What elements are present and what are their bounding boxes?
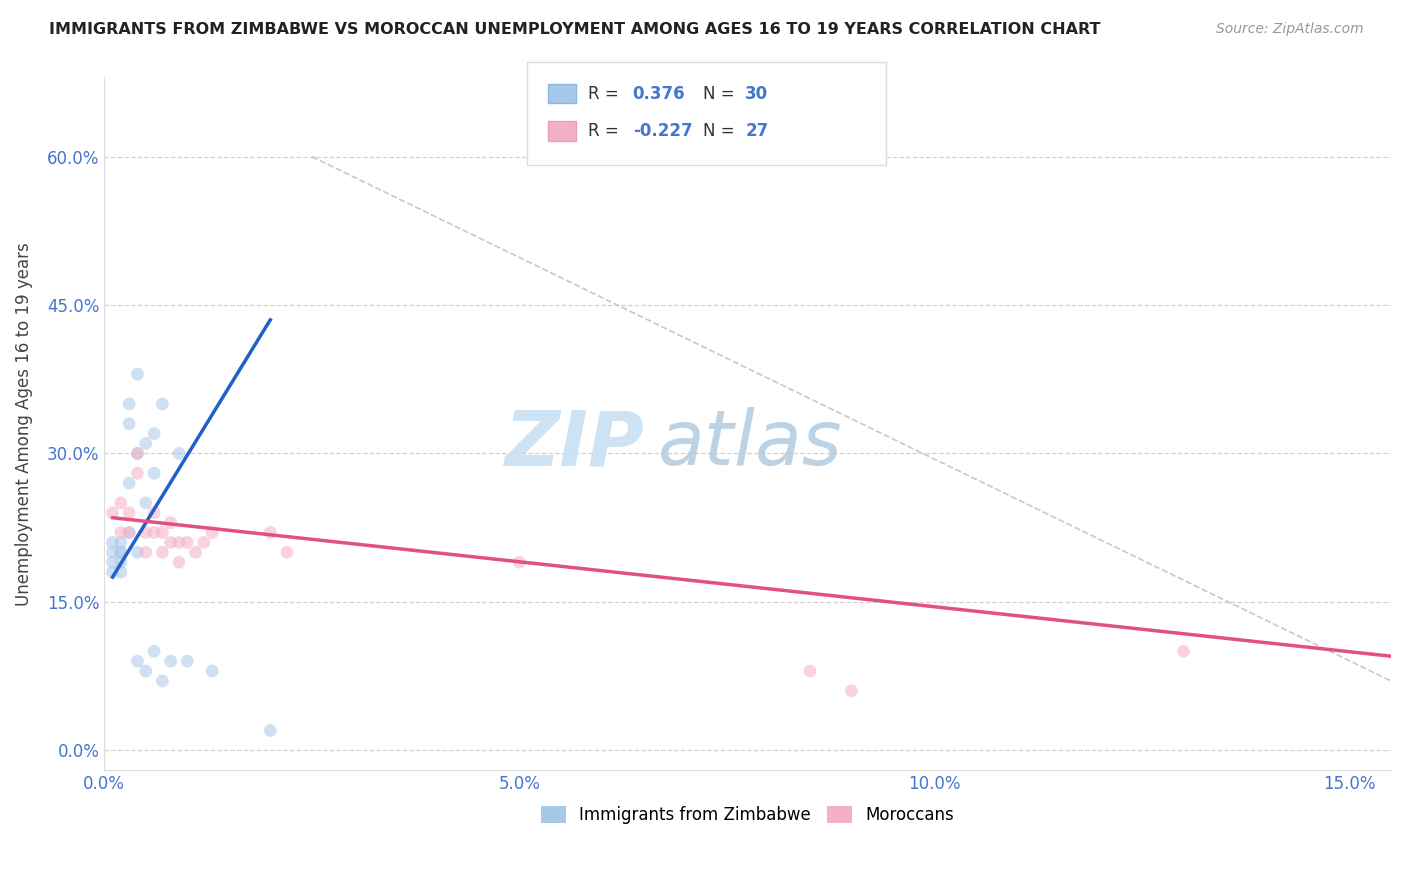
Point xyxy=(150,397,173,411)
Point xyxy=(176,535,198,549)
Point xyxy=(150,545,173,559)
Point xyxy=(110,545,132,559)
Point xyxy=(127,446,149,460)
Point xyxy=(150,673,173,688)
Point xyxy=(110,555,132,569)
Point xyxy=(118,525,141,540)
Point xyxy=(118,476,141,491)
Point xyxy=(143,466,166,480)
Point xyxy=(259,525,281,540)
Text: R =: R = xyxy=(588,122,624,140)
Point xyxy=(259,723,281,738)
Point xyxy=(167,555,190,569)
Text: N =: N = xyxy=(703,85,740,103)
Text: 30: 30 xyxy=(745,85,768,103)
Point xyxy=(143,506,166,520)
Point xyxy=(143,525,166,540)
Point xyxy=(127,446,149,460)
Point xyxy=(127,545,149,559)
Point xyxy=(841,683,863,698)
Point xyxy=(101,506,124,520)
Point xyxy=(201,664,224,678)
Point xyxy=(127,368,149,382)
Point xyxy=(110,565,132,579)
Point xyxy=(193,535,215,549)
Point xyxy=(118,506,141,520)
Point xyxy=(127,466,149,480)
Point xyxy=(118,525,141,540)
Point xyxy=(799,664,821,678)
Point xyxy=(159,535,181,549)
Point xyxy=(135,545,157,559)
Point xyxy=(143,426,166,441)
Point xyxy=(135,525,157,540)
Point xyxy=(127,654,149,668)
Point xyxy=(110,545,132,559)
Text: Source: ZipAtlas.com: Source: ZipAtlas.com xyxy=(1216,22,1364,37)
Point xyxy=(150,525,173,540)
Point xyxy=(101,555,124,569)
Text: R =: R = xyxy=(588,85,624,103)
Point xyxy=(184,545,207,559)
Point xyxy=(101,545,124,559)
Point xyxy=(101,565,124,579)
Point xyxy=(167,446,190,460)
Point xyxy=(101,535,124,549)
Text: 27: 27 xyxy=(745,122,769,140)
Point xyxy=(135,436,157,450)
Text: IMMIGRANTS FROM ZIMBABWE VS MOROCCAN UNEMPLOYMENT AMONG AGES 16 TO 19 YEARS CORR: IMMIGRANTS FROM ZIMBABWE VS MOROCCAN UNE… xyxy=(49,22,1101,37)
Point xyxy=(1173,644,1195,658)
Text: 0.376: 0.376 xyxy=(633,85,685,103)
Text: ZIP: ZIP xyxy=(505,408,645,482)
Point xyxy=(167,535,190,549)
Legend: Immigrants from Zimbabwe, Moroccans: Immigrants from Zimbabwe, Moroccans xyxy=(541,805,955,824)
Point xyxy=(118,417,141,431)
Point xyxy=(110,535,132,549)
Y-axis label: Unemployment Among Ages 16 to 19 years: Unemployment Among Ages 16 to 19 years xyxy=(15,242,32,606)
Point xyxy=(276,545,298,559)
Point xyxy=(201,525,224,540)
Text: -0.227: -0.227 xyxy=(633,122,692,140)
Point xyxy=(135,664,157,678)
Point xyxy=(118,397,141,411)
Point xyxy=(110,525,132,540)
Text: atlas: atlas xyxy=(658,408,842,482)
Point xyxy=(135,496,157,510)
Point xyxy=(176,654,198,668)
Point xyxy=(508,555,530,569)
Point xyxy=(159,654,181,668)
Point xyxy=(159,516,181,530)
Text: N =: N = xyxy=(703,122,740,140)
Point xyxy=(143,644,166,658)
Point xyxy=(110,496,132,510)
